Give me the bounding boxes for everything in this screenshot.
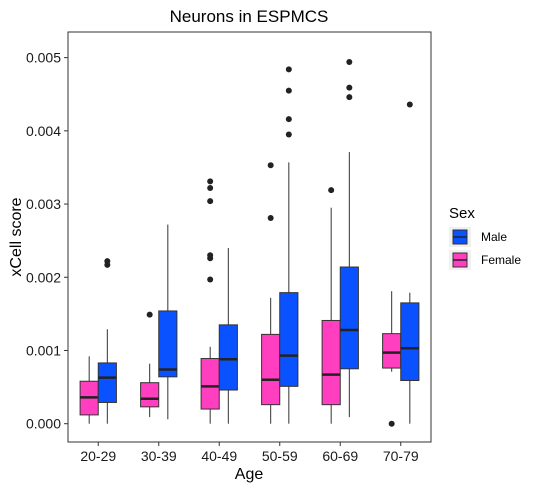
x-tick-label: 30-39: [141, 448, 177, 464]
iqr-box: [158, 310, 178, 378]
x-tick-label: 20-29: [80, 448, 116, 464]
box-female-20-29: [79, 356, 99, 424]
y-tick-label: 0.000: [26, 416, 61, 432]
outlier-point: [267, 214, 274, 221]
outlier-point: [285, 131, 292, 138]
iqr-box: [261, 333, 281, 406]
y-axis-label: xCell score: [8, 197, 25, 276]
outlier-point: [346, 94, 353, 101]
legend-label-male: Male: [481, 230, 507, 244]
box-female-60-69: [321, 187, 341, 424]
box-male-50-59: [279, 66, 299, 424]
y-axis: 0.000 0.001 0.002 0.003 0.004 0.005: [26, 50, 68, 432]
y-tick-label: 0.003: [26, 196, 61, 212]
iqr-box: [140, 382, 160, 408]
iqr-box: [218, 324, 238, 391]
outlier-point: [388, 420, 395, 427]
outlier-point: [406, 101, 413, 108]
y-tick-label: 0.004: [26, 123, 61, 139]
legend-title: Sex: [449, 205, 475, 222]
iqr-box: [382, 333, 402, 369]
iqr-box: [339, 266, 359, 370]
outlier-point: [267, 162, 274, 169]
iqr-box: [200, 358, 220, 410]
x-tick-label: 40-49: [201, 448, 237, 464]
x-axis-label: Age: [235, 466, 264, 483]
iqr-box: [321, 319, 341, 406]
y-tick-label: 0.001: [26, 342, 61, 358]
outlier-point: [285, 116, 292, 123]
outlier-point: [207, 198, 214, 205]
legend: Sex Male Female: [449, 205, 521, 270]
outlier-point: [207, 178, 214, 185]
outlier-point: [207, 252, 214, 259]
outlier-point: [285, 87, 292, 94]
outlier-point: [104, 258, 111, 265]
box-male-30-39: [158, 224, 178, 420]
outlier-point: [207, 184, 214, 191]
x-tick-label: 70-79: [383, 448, 419, 464]
outlier-point: [346, 59, 353, 66]
x-tick-label: 60-69: [322, 448, 358, 464]
plot-panel: [67, 31, 432, 443]
box-male-40-49: [218, 247, 238, 424]
x-axis: 20-29 30-39 40-49 50-59 60-69 70-79: [80, 442, 419, 464]
box-female-30-39: [140, 311, 160, 418]
box-series: [79, 59, 420, 427]
box-female-70-79: [382, 291, 402, 427]
outlier-point: [146, 311, 153, 318]
iqr-box: [97, 362, 117, 403]
outlier-point: [207, 276, 214, 283]
outlier-point: [346, 84, 353, 91]
iqr-box: [279, 292, 299, 387]
box-male-60-69: [339, 59, 359, 418]
x-tick-label: 50-59: [262, 448, 298, 464]
legend-label-female: Female: [481, 253, 521, 267]
outlier-point: [285, 66, 292, 73]
iqr-box: [400, 302, 420, 381]
box-male-20-29: [97, 258, 117, 424]
outlier-point: [328, 187, 335, 194]
box-male-70-79: [400, 101, 420, 424]
chart-title: Neurons in ESPMCS: [170, 7, 329, 26]
box-female-40-49: [200, 178, 220, 424]
y-tick-label: 0.005: [26, 50, 61, 66]
y-tick-label: 0.002: [26, 269, 61, 285]
box-female-50-59: [261, 162, 281, 424]
